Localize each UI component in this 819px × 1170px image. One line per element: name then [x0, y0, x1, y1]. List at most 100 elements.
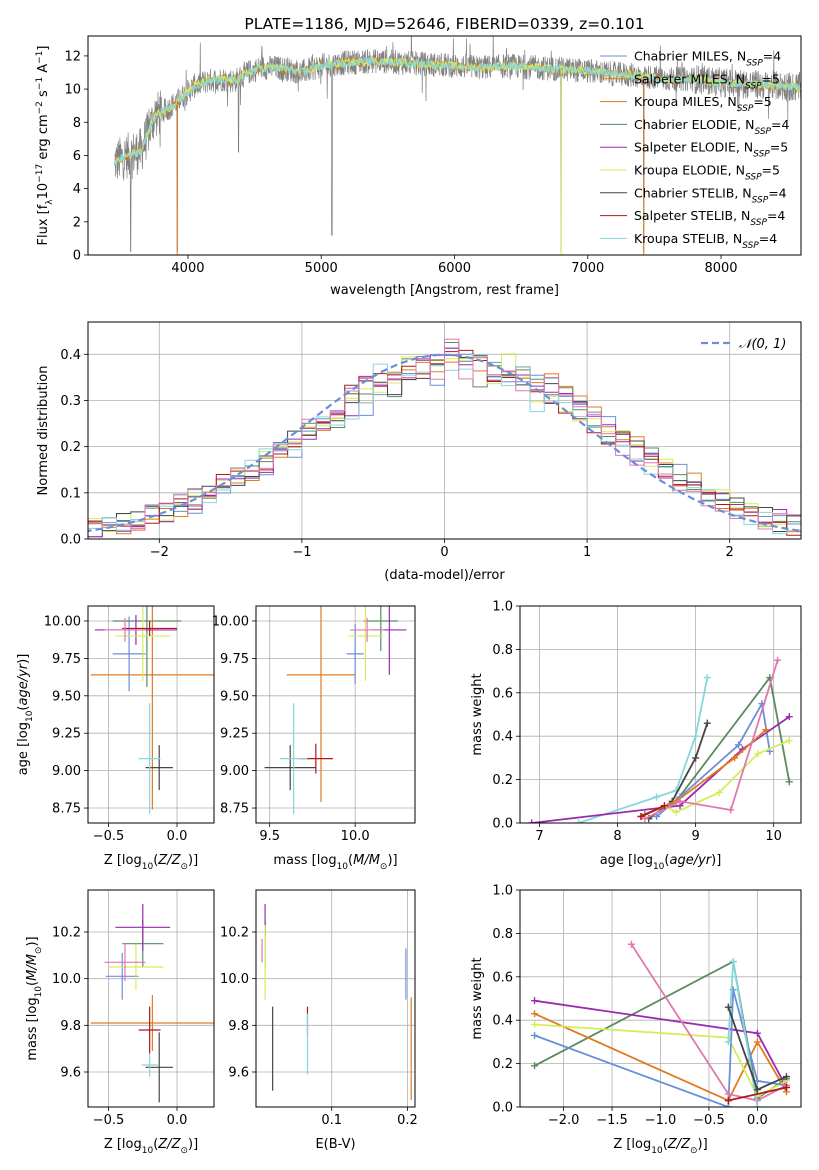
- x-tick-label: 0.2: [397, 1113, 418, 1128]
- y-tick-label: 0.4: [60, 348, 81, 363]
- weight-marker: [724, 1090, 732, 1098]
- axes-frame: [255, 889, 416, 1108]
- y-tick-label: 0.0: [492, 1101, 513, 1116]
- y-tick-label: 4: [73, 182, 81, 197]
- y-tick-label: 9.50: [220, 689, 249, 704]
- legend-label: Salpeter STELIB, NSSP=4: [634, 208, 785, 228]
- weight-marker: [753, 1103, 761, 1107]
- weight-line: [644, 660, 779, 820]
- y-tick-label: 2: [73, 215, 81, 230]
- weight-marker: [754, 750, 762, 758]
- weight-line: [727, 961, 759, 1107]
- legend-label: 𝒩(0, 1): [739, 337, 786, 352]
- weight-marker: [762, 726, 770, 734]
- axes-frame: [87, 889, 215, 1108]
- weight-marker: [785, 713, 793, 721]
- errorbar-point: [104, 943, 146, 981]
- errorbar-point: [90, 995, 214, 1051]
- y-tick-label: 0.6: [492, 970, 513, 985]
- y-tick-label: 10: [64, 83, 81, 98]
- errorbar-point: [348, 606, 383, 681]
- y-axis-label: mass [log10(M/M⊙)]: [25, 936, 44, 1060]
- weight-marker: [782, 1073, 790, 1081]
- weight-marker: [703, 674, 711, 682]
- errorbar-point: [112, 606, 182, 687]
- weight-line: [578, 677, 709, 823]
- legend-label: Chabrier ELODIE, NSSP=4: [634, 117, 789, 137]
- y-tick-label: 9.75: [220, 652, 249, 667]
- y-tick-label: 9.00: [220, 764, 249, 779]
- legend-label: Salpeter MILES, NSSP=5: [634, 71, 780, 91]
- y-tick-label: 0.8: [492, 643, 513, 658]
- y-tick-label: 9.25: [220, 727, 249, 742]
- weight-line: [534, 1023, 787, 1098]
- weight-marker: [692, 732, 700, 740]
- x-tick-label: 2: [726, 545, 734, 560]
- x-tick-label: −1: [292, 545, 311, 560]
- weight-line: [534, 1012, 788, 1102]
- weight-marker: [729, 958, 737, 966]
- x-tick-label: −0.5: [693, 1113, 725, 1128]
- y-tick-label: 0.2: [60, 440, 81, 455]
- gaussian-reference-curve: [88, 353, 801, 533]
- y-tick-label: 0.1: [60, 486, 81, 501]
- mass-vs-Z-panel: −0.5 0.0 9.6 9.8 10.0 10.2: [52, 889, 215, 1128]
- weight-marker: [531, 1062, 539, 1070]
- chart-title: PLATE=1186, MJD=52646, FIBERID=0339, z=0…: [244, 15, 644, 33]
- weight-marker: [641, 815, 649, 823]
- x-tick-label: 0.0: [167, 1113, 188, 1128]
- x-axis-label: age [log10(age/yr)]: [600, 853, 722, 872]
- weight-marker: [782, 1083, 790, 1091]
- weight-marker: [703, 719, 711, 727]
- weight-marker: [724, 1103, 732, 1107]
- weight-marker: [735, 741, 743, 749]
- legend-label: Kroupa STELIB, NSSP=4: [634, 231, 777, 251]
- y-axis-label: Flux [fλ10−17 erg cm−2 s−1 A−1]: [35, 46, 55, 246]
- y-tick-label: 10.2: [52, 926, 81, 941]
- y-tick-label: 0.8: [492, 927, 513, 942]
- axes-frame: [519, 889, 802, 1108]
- weight-marker: [676, 797, 684, 805]
- residuals-plot-area: [88, 338, 801, 538]
- weight-marker: [724, 1096, 732, 1104]
- x-tick-label: 8000: [704, 261, 737, 276]
- y-tick-label: 0.0: [60, 533, 81, 548]
- y-tick-label: 0.2: [492, 773, 513, 788]
- x-tick-label: 0: [440, 545, 448, 560]
- x-tick-label: 7: [535, 829, 543, 844]
- x-tick-label: −1.0: [645, 1113, 677, 1128]
- y-axis-label: mass weight: [470, 673, 485, 755]
- y-tick-label: 0.6: [492, 686, 513, 701]
- weight-marker: [531, 1021, 539, 1029]
- weight-marker: [637, 812, 645, 820]
- weight-marker: [653, 793, 661, 801]
- x-tick-label: 9: [691, 829, 699, 844]
- errorbar-point: [105, 953, 139, 1000]
- x-tick-label: 0.0: [167, 829, 188, 844]
- y-tick-label: 9.25: [52, 727, 81, 742]
- weight-vs-Z-panel: −2.0 −1.5 −1.0 −0.5 0.0 0.0 0.2 0.4 0.6 0.8 1.0: [492, 884, 802, 1128]
- y-tick-label: 9.8: [60, 1019, 81, 1034]
- weight-marker: [531, 1031, 539, 1039]
- weight-marker: [672, 808, 680, 816]
- weight-marker: [528, 819, 536, 823]
- x-axis-label: E(B-V): [315, 1137, 355, 1152]
- weight-marker: [774, 656, 782, 664]
- x-tick-label: −1.5: [596, 1113, 628, 1128]
- model-spectrum: [114, 56, 801, 166]
- y-tick-label: 9.8: [228, 1019, 249, 1034]
- x-tick-label: 10: [765, 829, 782, 844]
- x-axis-label: Z [log10(Z/Z⊙)]: [613, 1137, 707, 1156]
- weight-line: [728, 1086, 787, 1102]
- svg-text:Flux [fλ10−17 erg cm−2 s−1 A−1: Flux [fλ10−17 erg cm−2 s−1 A−1]: [35, 46, 55, 246]
- residual-histogram: [88, 338, 801, 530]
- age-vs-Z-panel: −0.5 0.0 8.75 9.00 9.25 9.50 9.75 10.00: [44, 605, 215, 844]
- errorbar-point: [122, 620, 178, 636]
- y-tick-label: 8.75: [52, 802, 81, 817]
- legend-label: Chabrier STELIB, NSSP=4: [634, 185, 787, 205]
- y-tick-label: 9.75: [52, 652, 81, 667]
- errorbar-point: [108, 943, 164, 991]
- y-tick-label: 8: [73, 116, 81, 131]
